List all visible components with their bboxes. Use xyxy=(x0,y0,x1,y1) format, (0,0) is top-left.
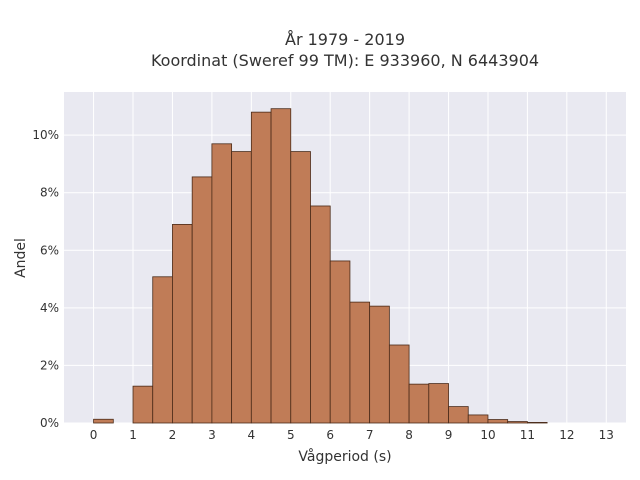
x-tick-label: 2 xyxy=(169,428,177,442)
y-tick-label: 6% xyxy=(40,243,59,257)
x-tick-label: 10 xyxy=(480,428,495,442)
histogram-bar xyxy=(231,151,252,424)
histogram-bar xyxy=(270,108,292,424)
y-tick-label: 8% xyxy=(40,186,59,200)
x-tick-label: 9 xyxy=(445,428,453,442)
x-tick-label: 0 xyxy=(90,428,98,442)
x-axis-title: Vågperiod (s) xyxy=(298,448,391,465)
y-tick-label: 10% xyxy=(32,128,59,142)
x-tick-label: 6 xyxy=(326,428,334,442)
x-tick-label: 13 xyxy=(599,428,614,442)
x-tick-label: 4 xyxy=(248,428,256,442)
histogram-bar xyxy=(408,383,430,424)
x-tick-label: 12 xyxy=(559,428,574,442)
x-tick-label: 5 xyxy=(287,428,295,442)
histogram-bar xyxy=(349,301,371,424)
x-tick-label: 1 xyxy=(129,428,137,442)
y-axis-title: Andel xyxy=(13,238,29,278)
y-tick-label: 4% xyxy=(40,301,59,315)
histogram-bar xyxy=(369,305,390,424)
histogram-bar xyxy=(191,176,213,424)
chart-title: År 1979 - 2019 xyxy=(285,30,405,49)
histogram-bar xyxy=(388,344,410,424)
histogram-bar xyxy=(211,143,233,424)
histogram-bar xyxy=(250,111,272,424)
histogram-bar xyxy=(310,205,331,424)
histogram-bar xyxy=(152,276,173,424)
histogram-bar xyxy=(329,260,351,424)
histogram-bar xyxy=(428,383,449,424)
histogram-bar xyxy=(172,223,193,424)
chart-subtitle: Koordinat (Sweref 99 TM): E 933960, N 64… xyxy=(151,51,539,70)
histogram-bar xyxy=(132,385,154,424)
bars xyxy=(93,108,548,424)
histogram-bar xyxy=(290,151,311,424)
histogram-bar xyxy=(448,406,469,424)
x-tick-label: 7 xyxy=(366,428,374,442)
y-axis-ticks: 0% 2% 4% 6% 8% 10% xyxy=(32,128,59,430)
x-tick-label: 3 xyxy=(208,428,216,442)
histogram-bar xyxy=(507,421,528,424)
x-tick-label: 8 xyxy=(405,428,413,442)
x-axis-ticks: 0 1 2 3 4 5 6 7 8 9 10 11 12 13 xyxy=(90,428,614,442)
x-tick-label: 11 xyxy=(520,428,535,442)
y-tick-label: 2% xyxy=(40,358,59,372)
histogram-bar xyxy=(93,418,114,424)
histogram-bar xyxy=(467,414,489,424)
histogram-bar xyxy=(487,419,509,424)
y-tick-label: 0% xyxy=(40,416,59,430)
histogram-bar xyxy=(527,422,548,424)
